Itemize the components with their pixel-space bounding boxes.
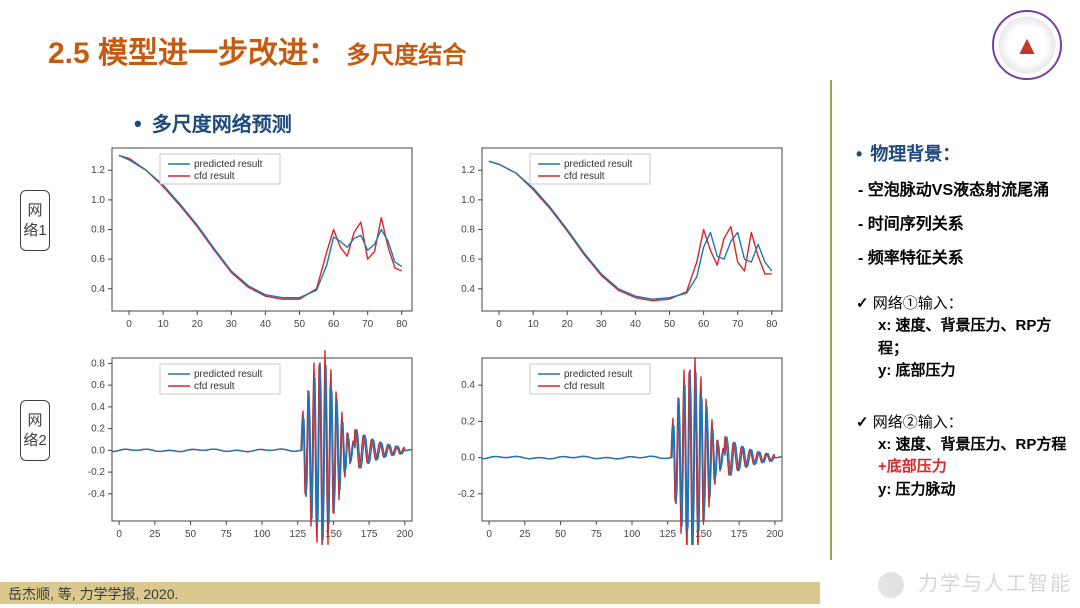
svg-text:cfd result: cfd result: [564, 381, 605, 392]
svg-text:50: 50: [664, 319, 676, 330]
net2-y: y: 压力脉动: [878, 479, 1074, 502]
svg-text:60: 60: [328, 319, 340, 330]
svg-text:70: 70: [362, 319, 374, 330]
network-2-label: 网络2: [20, 400, 50, 461]
title-sub: 多尺度结合: [346, 42, 466, 69]
net2-input-head: 网络②输入：: [856, 411, 1074, 432]
svg-text:75: 75: [591, 529, 603, 540]
svg-text:1.0: 1.0: [91, 195, 105, 206]
footer-text: 岳杰顺, 等, 力学学报, 2020.: [8, 586, 178, 602]
svg-text:125: 125: [289, 529, 306, 540]
svg-text:30: 30: [596, 319, 608, 330]
svg-text:20: 20: [562, 319, 574, 330]
institute-logo: ▲: [992, 10, 1062, 80]
svg-text:-0.2: -0.2: [458, 489, 476, 500]
net1-input-head: 网络①输入：: [856, 292, 1074, 313]
svg-text:0.8: 0.8: [461, 225, 475, 236]
physics-bg-list: 空泡脉动VS液态射流尾涌 时间序列关系 频率特征关系: [874, 176, 1074, 268]
svg-text:75: 75: [221, 529, 233, 540]
net2-x: x: 速度、背景压力、RP方程: [878, 434, 1074, 457]
svg-text:0.4: 0.4: [461, 284, 475, 295]
list-item: 空泡脉动VS液态射流尾涌: [874, 176, 1074, 200]
svg-text:50: 50: [185, 529, 197, 540]
svg-text:20: 20: [192, 319, 204, 330]
section-subheading: 多尺度网络预测: [134, 108, 292, 137]
svg-text:0.2: 0.2: [461, 416, 475, 427]
svg-text:0.4: 0.4: [461, 380, 475, 391]
svg-text:80: 80: [396, 319, 408, 330]
chart-top-left: 0 10 20 30 40 50 60 70 80 0.4 0.6 0.8 1.0 1.2 predicte…: [70, 140, 420, 335]
svg-text:0: 0: [486, 529, 492, 540]
chart-bottom-left: 0255075100125150175200-0.4-0.20.00.20.40…: [70, 350, 420, 545]
svg-text:cfd result: cfd result: [194, 171, 235, 182]
svg-text:0.2: 0.2: [91, 424, 105, 435]
svg-text:175: 175: [361, 529, 378, 540]
charts-area: 0 10 20 30 40 50 60 70 80 0.4 0.6 0.8 1.0 1.2 predicte…: [70, 140, 810, 560]
svg-text:200: 200: [767, 529, 784, 540]
svg-text:80: 80: [766, 319, 778, 330]
svg-text:50: 50: [555, 529, 567, 540]
svg-text:predicted result: predicted result: [564, 159, 633, 170]
svg-text:0.6: 0.6: [91, 254, 105, 265]
svg-text:0.8: 0.8: [91, 358, 105, 369]
wechat-icon: [878, 572, 904, 598]
svg-text:200: 200: [397, 529, 414, 540]
svg-text:1.0: 1.0: [461, 195, 475, 206]
svg-text:70: 70: [732, 319, 744, 330]
list-item: 时间序列关系: [874, 210, 1074, 234]
svg-text:0: 0: [496, 319, 502, 330]
svg-text:predicted result: predicted result: [194, 369, 263, 380]
list-item: 频率特征关系: [874, 244, 1074, 268]
svg-text:10: 10: [528, 319, 540, 330]
svg-text:predicted result: predicted result: [194, 159, 263, 170]
svg-text:10: 10: [158, 319, 170, 330]
svg-text:30: 30: [226, 319, 238, 330]
svg-text:0: 0: [116, 529, 122, 540]
svg-text:40: 40: [630, 319, 642, 330]
svg-text:0.8: 0.8: [91, 225, 105, 236]
svg-text:25: 25: [149, 529, 161, 540]
svg-text:-0.2: -0.2: [88, 467, 106, 478]
svg-text:125: 125: [659, 529, 676, 540]
svg-text:100: 100: [624, 529, 641, 540]
svg-text:predicted result: predicted result: [564, 369, 633, 380]
watermark: 力学与人工智能: [878, 567, 1072, 598]
svg-text:0.0: 0.0: [461, 453, 475, 464]
svg-text:0.4: 0.4: [91, 284, 105, 295]
svg-text:1.2: 1.2: [461, 165, 475, 176]
svg-text:0.4: 0.4: [91, 402, 105, 413]
svg-text:-0.4: -0.4: [88, 489, 106, 500]
svg-text:175: 175: [731, 529, 748, 540]
logo-icon: ▲: [1014, 30, 1040, 61]
chart-bottom-right: 0255075100125150175200-0.20.00.20.4predi…: [440, 350, 790, 545]
svg-text:0: 0: [126, 319, 132, 330]
title-main: 2.5 模型进一步改进：: [48, 37, 338, 70]
chart-top-right: 0 10 20 30 40 50 60 70 80 0.4 0.6 0.8 1.0 1.2 predicte…: [440, 140, 790, 335]
svg-text:100: 100: [254, 529, 271, 540]
svg-text:60: 60: [698, 319, 710, 330]
svg-text:0.6: 0.6: [461, 254, 475, 265]
physics-bg-title: 物理背景：: [856, 140, 1074, 166]
svg-text:50: 50: [294, 319, 306, 330]
slide-title: 2.5 模型进一步改进： 多尺度结合: [48, 28, 466, 72]
svg-text:0.6: 0.6: [91, 380, 105, 391]
vertical-divider: [830, 80, 832, 560]
net1-y: y: 底部压力: [878, 360, 1074, 383]
net1-x: x: 速度、背景压力、RP方程；: [878, 315, 1074, 360]
network-1-label: 网络1: [20, 190, 50, 251]
svg-text:25: 25: [519, 529, 531, 540]
svg-text:0.0: 0.0: [91, 445, 105, 456]
svg-text:cfd result: cfd result: [564, 171, 605, 182]
svg-text:1.2: 1.2: [91, 165, 105, 176]
right-panel: 物理背景： 空泡脉动VS液态射流尾涌 时间序列关系 频率特征关系 网络①输入： …: [856, 140, 1074, 501]
citation-footer: 岳杰顺, 等, 力学学报, 2020.: [0, 582, 820, 604]
net2-x-extra: +底部压力: [878, 456, 1074, 479]
svg-text:cfd result: cfd result: [194, 381, 235, 392]
svg-text:40: 40: [260, 319, 272, 330]
